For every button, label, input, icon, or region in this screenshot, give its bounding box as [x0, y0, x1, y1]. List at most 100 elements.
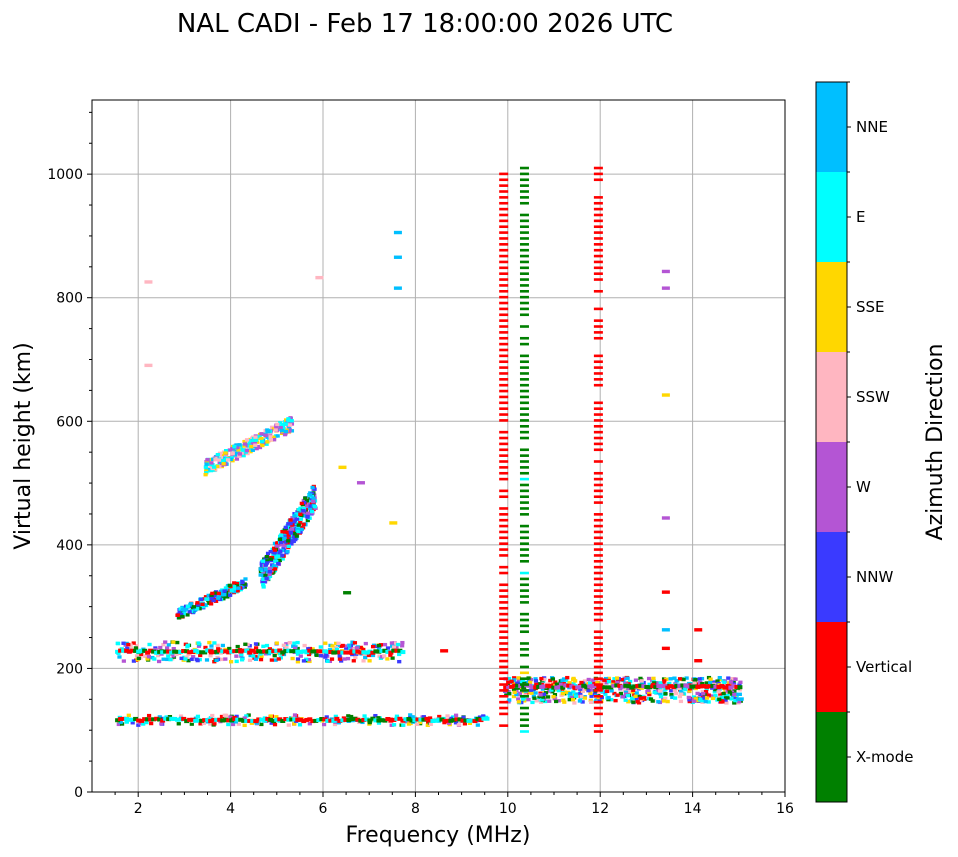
data-point: [499, 413, 509, 416]
data-point: [552, 692, 558, 697]
data-point: [301, 514, 306, 518]
data-point: [519, 677, 529, 680]
data-point: [169, 650, 175, 655]
data-point: [519, 372, 529, 375]
data-point: [519, 219, 529, 223]
data-point: [207, 640, 212, 645]
data-point: [593, 542, 603, 545]
data-point: [164, 646, 170, 650]
data-point: [288, 521, 293, 526]
data-point: [519, 466, 529, 469]
data-point: [355, 649, 361, 654]
data-point: [232, 716, 238, 721]
data-point: [305, 511, 310, 516]
data-point: [652, 690, 657, 694]
data-point: [185, 604, 190, 609]
data-point: [732, 701, 737, 705]
data-point: [234, 714, 239, 719]
data-point: [586, 688, 591, 693]
data-point: [218, 460, 224, 464]
data-point: [519, 501, 529, 504]
data-point: [292, 523, 297, 527]
data-point: [541, 677, 547, 682]
data-point: [499, 612, 509, 616]
data-point: [286, 723, 291, 727]
data-point: [272, 438, 277, 442]
data-point: [276, 554, 281, 558]
data-point: [661, 699, 666, 703]
data-point: [267, 574, 273, 579]
data-point: [593, 201, 603, 205]
data-point: [547, 689, 552, 693]
data-point: [223, 449, 229, 453]
data-point: [264, 554, 269, 559]
data-point: [361, 717, 367, 722]
data-point: [221, 597, 226, 601]
data-point: [391, 717, 397, 722]
data-point: [124, 716, 130, 721]
data-point: [213, 591, 218, 595]
data-point: [259, 432, 264, 436]
data-point: [382, 642, 388, 647]
data-point: [346, 714, 351, 718]
data-point: [242, 442, 248, 446]
data-point: [646, 676, 652, 681]
data-point: [232, 581, 237, 585]
data-point: [713, 694, 718, 698]
data-point: [421, 717, 427, 722]
data-point: [148, 648, 154, 653]
data-point: [394, 645, 399, 649]
data-point: [717, 687, 722, 691]
data-point: [499, 266, 509, 270]
data-point: [275, 544, 280, 548]
data-point: [127, 645, 133, 649]
data-point: [499, 366, 509, 369]
data-point: [533, 685, 539, 690]
data-point: [278, 537, 283, 542]
data-point: [221, 462, 226, 466]
data-point: [184, 719, 190, 724]
data-point: [499, 325, 509, 328]
data-point: [499, 395, 509, 399]
x-tick-label: 14: [684, 801, 702, 817]
data-point: [261, 585, 266, 589]
data-point: [633, 694, 638, 698]
data-point: [157, 717, 163, 722]
data-point: [499, 260, 509, 264]
data-point: [196, 603, 201, 607]
data-point: [453, 721, 459, 725]
data-point: [663, 692, 668, 696]
data-point: [623, 690, 629, 694]
data-point: [427, 716, 433, 720]
data-point: [351, 659, 356, 663]
data-point: [499, 248, 509, 252]
data-point: [225, 595, 230, 599]
data-point: [484, 716, 490, 721]
data-point: [236, 586, 241, 590]
data-point: [367, 649, 373, 654]
data-point: [566, 683, 572, 688]
data-point: [161, 642, 166, 647]
data-point: [325, 659, 330, 663]
data-point: [519, 680, 524, 685]
data-point: [236, 722, 241, 726]
data-point: [556, 699, 561, 703]
data-point: [260, 443, 265, 448]
data-point: [519, 483, 529, 487]
data-point: [272, 550, 277, 555]
data-point: [275, 422, 280, 427]
data-point: [247, 658, 253, 662]
data-point: [186, 658, 191, 663]
data-point: [475, 723, 480, 727]
data-point: [626, 690, 631, 694]
data-point: [661, 646, 670, 651]
colorbar-segment: [816, 622, 847, 712]
data-point: [362, 714, 367, 718]
data-point: [669, 689, 674, 693]
data-point: [460, 718, 466, 723]
data-point: [178, 717, 184, 722]
data-point: [196, 641, 201, 645]
data-point: [723, 698, 728, 702]
data-point: [618, 691, 624, 696]
